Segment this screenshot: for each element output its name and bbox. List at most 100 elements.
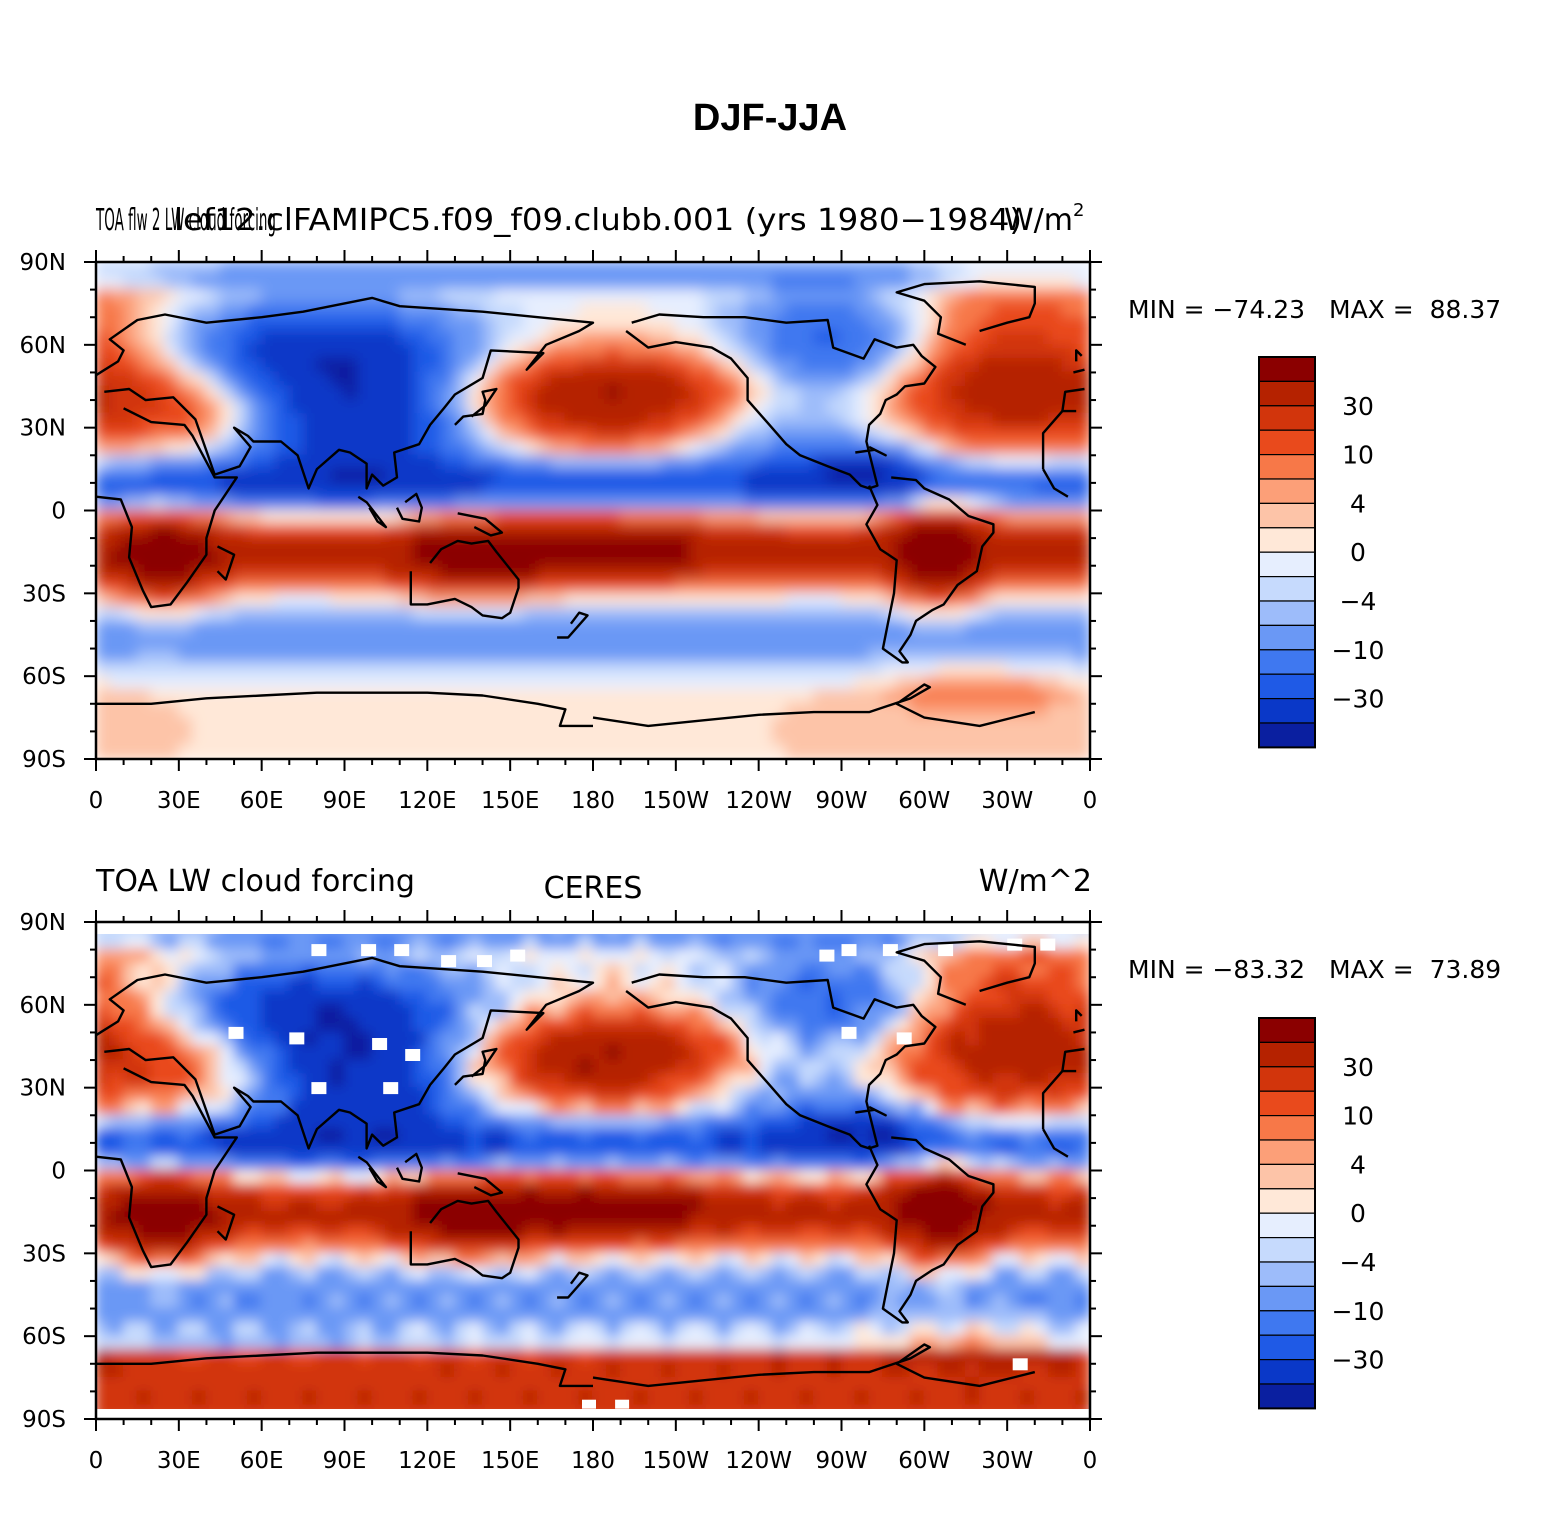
colorbar-box — [1258, 454, 1316, 480]
y-tick-label: 30S — [22, 581, 66, 607]
coastline — [96, 407, 1077, 609]
x-tick-label: 30E — [157, 1448, 201, 1474]
colorbar-box — [1258, 649, 1316, 675]
x-tick-label: 60E — [240, 1448, 284, 1474]
coastline — [865, 1136, 995, 1324]
colorbar-box — [1258, 1139, 1316, 1165]
y-tick-label: 90S — [22, 747, 66, 773]
colorbar-label: 30 — [1342, 392, 1374, 421]
colorbar-label: 10 — [1342, 441, 1374, 470]
panel-top-units: W/m2 — [1004, 200, 1084, 238]
panel-bottom-center-title: CERES — [544, 871, 643, 906]
panel-top: TOA flw 2 LW cloud forcing lef12.clFAMIP… — [20, 200, 1502, 814]
chart-title: DJF-JJA — [693, 97, 847, 139]
colorbar-box — [1258, 673, 1316, 700]
colorbar-box — [1258, 722, 1316, 748]
colorbar-box — [1258, 1163, 1316, 1190]
y-tick-label: 60S — [22, 1324, 66, 1350]
x-tick-label: 30W — [981, 1448, 1033, 1474]
x-tick-label: 0 — [1083, 788, 1098, 814]
colorbar-label: −4 — [1340, 587, 1377, 616]
coastline — [855, 1105, 887, 1117]
x-tick-label: 120E — [398, 1448, 456, 1474]
coastline — [409, 1199, 520, 1280]
y-tick-label: 60N — [20, 993, 66, 1019]
panel-bottom: TOA LW cloud forcing CERES W/m^2 0 30E 60E… — [20, 864, 1502, 1474]
colorbar-box — [1258, 429, 1316, 456]
panel-top-min-label: MIN = −74.23 — [1128, 295, 1305, 324]
coastline — [357, 1155, 388, 1189]
colorbar-label: 0 — [1350, 538, 1366, 567]
colorbar-box — [1258, 1383, 1316, 1409]
panel-bottom-colorbar-labels: 30 10 4 0 −4 −10 −30 — [1332, 1053, 1385, 1375]
coastline — [96, 956, 1085, 1150]
x-tick-label: 90W — [815, 1448, 867, 1474]
colorbar-box — [1258, 551, 1316, 578]
panel-bottom-ticks — [84, 910, 1102, 1431]
colorbar-box — [1258, 1090, 1316, 1117]
panel-bottom-y-tick-labels: 90N 60N 30N 0 30S 60S 90S — [20, 910, 66, 1433]
colorbar-box — [1258, 478, 1316, 504]
coastline — [625, 313, 937, 490]
coastline — [865, 476, 995, 664]
x-tick-label: 120E — [398, 788, 456, 814]
colorbar-label: 30 — [1342, 1053, 1374, 1082]
x-tick-label: 150W — [642, 1448, 709, 1474]
colorbar-box — [1258, 405, 1316, 431]
y-tick-label: 60N — [20, 333, 66, 359]
panel-top-coastlines — [96, 280, 1085, 728]
x-tick-label: 0 — [89, 1448, 104, 1474]
x-tick-label: 150W — [642, 788, 709, 814]
coastline — [216, 545, 236, 581]
coastline — [454, 1047, 498, 1086]
colorbar-box — [1258, 502, 1316, 529]
colorbar-box — [1258, 1310, 1316, 1336]
x-tick-label: 0 — [89, 788, 104, 814]
colorbar-box — [1258, 1358, 1316, 1385]
colorbar-box — [1258, 1041, 1316, 1068]
panel-top-colorbar — [1258, 356, 1316, 749]
coastline — [1073, 1009, 1085, 1034]
panel-top-ticks — [84, 250, 1102, 771]
colorbar-box — [1258, 1236, 1316, 1263]
coastline — [457, 512, 504, 537]
colorbar-box — [1258, 575, 1316, 602]
panel-top-max-label: MAX = 88.37 — [1329, 295, 1501, 324]
coastline — [625, 973, 937, 1150]
x-tick-label: 60W — [898, 788, 950, 814]
colorbar-box — [1258, 1114, 1316, 1141]
colorbar-box — [1258, 1334, 1316, 1361]
x-tick-label: 60W — [898, 1448, 950, 1474]
colorbar-box — [1258, 527, 1316, 553]
y-tick-label: 90N — [20, 250, 66, 276]
panel-bottom-coastlines — [96, 940, 1085, 1388]
panel-top-center-title: lef12.clFAMIPC5.f09_f09.clubb.001 (yrs 1… — [174, 203, 1022, 238]
colorbar-label: −10 — [1332, 1297, 1385, 1326]
colorbar-label: 4 — [1350, 489, 1366, 518]
coastline — [357, 495, 388, 529]
colorbar-box — [1258, 1261, 1316, 1287]
panel-top-left-title: TOA flw 2 LW cloud forcing — [96, 203, 276, 238]
colorbar-label: 10 — [1342, 1102, 1374, 1131]
colorbar-box — [1258, 697, 1316, 724]
colorbar-label: −10 — [1332, 636, 1385, 665]
x-tick-label: 120W — [725, 788, 792, 814]
panel-bottom-left-title: TOA LW cloud forcing — [95, 864, 415, 899]
panel-bottom-colorbar — [1258, 1017, 1316, 1410]
panel-top-x-tick-labels: 0 30E 60E 90E 120E 150E 180 150W 120W 90W 60W 30W 0 — [89, 788, 1098, 814]
x-tick-label: 60E — [240, 788, 284, 814]
panel-bottom-field — [96, 922, 1090, 1419]
colorbar-label: 4 — [1350, 1150, 1366, 1179]
coastline — [96, 1067, 1077, 1269]
coastline — [409, 539, 520, 620]
colorbar-box — [1258, 1017, 1316, 1043]
y-tick-label: 60S — [22, 664, 66, 690]
y-tick-label: 90S — [22, 1407, 66, 1433]
colorbar-box — [1258, 1066, 1316, 1092]
colorbar-box — [1258, 1285, 1316, 1312]
panel-bottom-units: W/m^2 — [979, 864, 1092, 899]
x-tick-label: 180 — [571, 1448, 615, 1474]
y-tick-label: 30N — [20, 416, 66, 442]
x-tick-label: 180 — [571, 788, 615, 814]
